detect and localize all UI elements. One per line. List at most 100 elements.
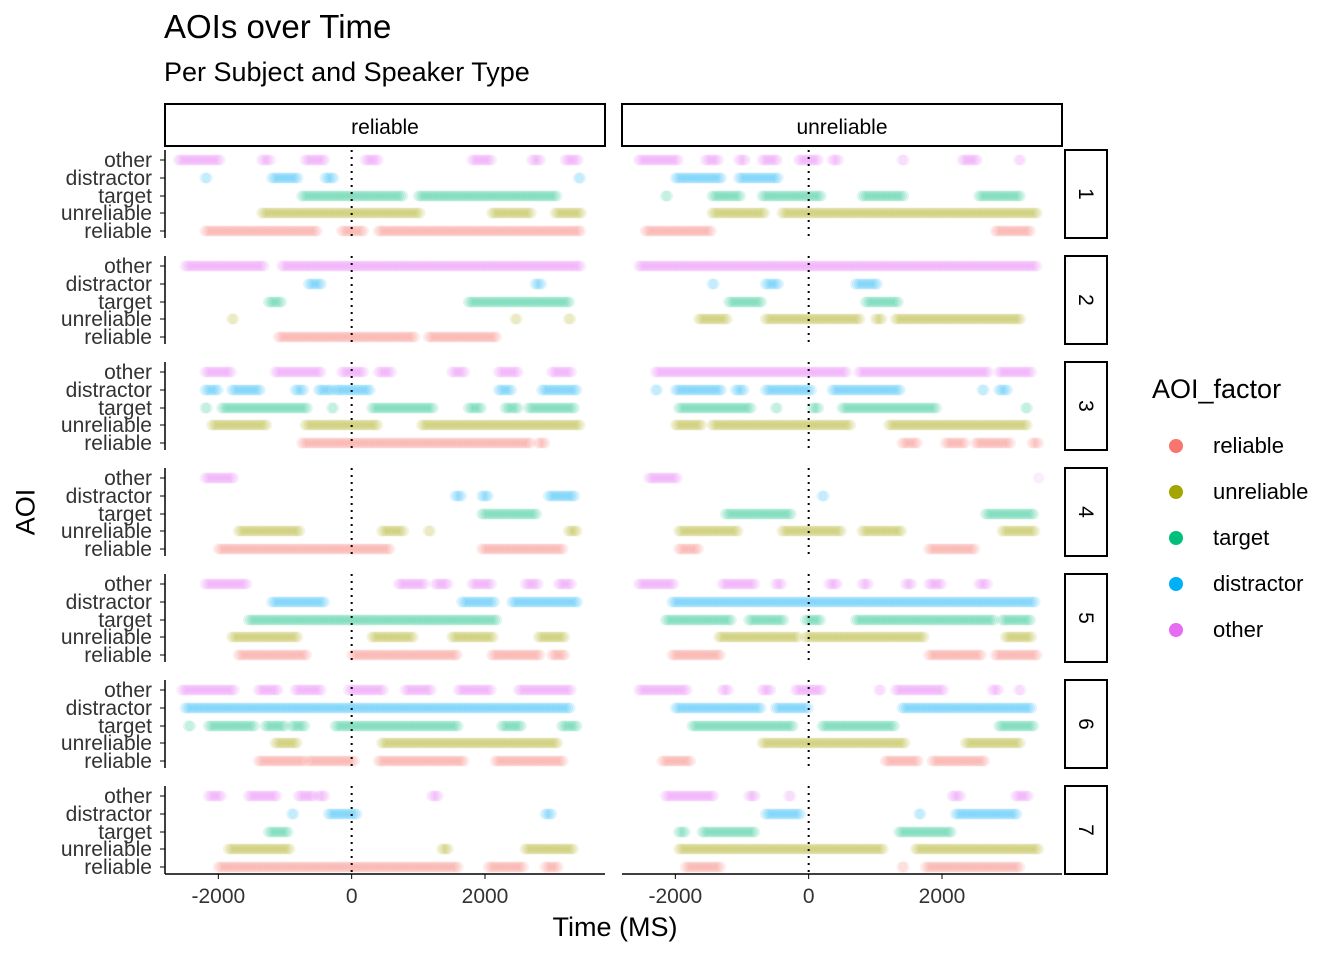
data-point-reliable — [400, 331, 412, 343]
data-point-distractor — [266, 172, 278, 184]
data-point-unreliable — [514, 207, 526, 219]
data-point-reliable — [308, 331, 320, 343]
data-point-reliable — [355, 225, 367, 237]
data-point-other — [199, 154, 211, 166]
data-point-other — [291, 366, 303, 378]
data-point-target — [745, 402, 757, 414]
data-point-other — [555, 260, 567, 272]
data-point-target — [302, 190, 314, 202]
data-point-other — [335, 260, 347, 272]
data-point-other — [287, 260, 299, 272]
data-point-other — [408, 260, 420, 272]
data-point-other — [386, 366, 398, 378]
data-point-target — [412, 190, 424, 202]
data-point-target — [526, 296, 538, 308]
data-point-other — [192, 260, 204, 272]
data-point-reliable — [360, 331, 372, 343]
data-point-target — [518, 190, 530, 202]
data-point-other — [377, 366, 389, 378]
data-point-other — [228, 684, 240, 696]
data-point-reliable — [465, 225, 477, 237]
data-point-other — [181, 260, 193, 272]
data-point-reliable — [551, 225, 563, 237]
data-point-unreliable — [385, 207, 397, 219]
data-point-unreliable — [407, 631, 419, 643]
data-point-distractor — [288, 172, 300, 184]
data-point-other — [530, 154, 542, 166]
data-point-other — [258, 260, 270, 272]
data-point-other — [483, 154, 495, 166]
data-point-reliable — [375, 225, 387, 237]
data-point-target — [513, 296, 525, 308]
data-point-target — [201, 402, 213, 414]
data-point-target — [340, 190, 352, 202]
data-point-other — [1026, 366, 1038, 378]
data-point-other — [289, 366, 301, 378]
data-point-other — [403, 260, 415, 272]
data-point-other — [359, 260, 371, 272]
points-layer — [172, 154, 1045, 873]
data-point-target — [520, 296, 532, 308]
data-point-other — [278, 366, 290, 378]
data-point-distractor — [288, 808, 300, 820]
data-point-other — [906, 578, 918, 590]
data-point-target — [785, 508, 797, 520]
data-point-target — [390, 190, 402, 202]
data-point-target — [493, 296, 505, 308]
data-point-other — [449, 260, 461, 272]
data-point-distractor — [772, 172, 784, 184]
data-point-other — [425, 684, 437, 696]
data-point-other — [208, 154, 220, 166]
data-point-target — [778, 614, 790, 626]
data-point-unreliable — [571, 207, 583, 219]
data-point-reliable — [476, 225, 488, 237]
data-point-target — [515, 296, 527, 308]
data-point-target — [463, 190, 475, 202]
data-point-unreliable — [876, 313, 888, 325]
data-point-other — [492, 366, 504, 378]
data-point-distractor — [274, 172, 286, 184]
data-point-unreliable — [297, 207, 309, 219]
data-point-target — [456, 190, 468, 202]
data-point-other — [214, 366, 226, 378]
data-point-target — [273, 296, 285, 308]
data-point-target — [505, 190, 517, 202]
data-point-reliable — [471, 225, 483, 237]
data-point-target — [326, 190, 338, 202]
data-point-reliable — [208, 225, 220, 237]
data-point-other — [194, 260, 206, 272]
data-point-other — [875, 684, 887, 696]
data-point-other — [372, 154, 384, 166]
data-point-reliable — [544, 225, 556, 237]
data-point-reliable — [462, 331, 474, 343]
data-point-target — [421, 190, 433, 202]
data-point-unreliable — [501, 207, 513, 219]
data-point-reliable — [274, 225, 286, 237]
data-point-reliable — [705, 225, 717, 237]
data-point-other — [216, 260, 228, 272]
data-point-reliable — [310, 331, 322, 343]
data-point-other — [438, 260, 450, 272]
data-point-target — [544, 190, 556, 202]
data-point-distractor — [482, 490, 494, 502]
data-point-distractor — [323, 172, 335, 184]
data-point-reliable — [265, 225, 277, 237]
data-point-distractor — [302, 278, 314, 290]
data-point-target — [329, 190, 341, 202]
data-point-other — [518, 260, 530, 272]
data-point-unreliable — [337, 207, 349, 219]
data-point-distractor — [489, 596, 501, 608]
data-point-other — [315, 260, 327, 272]
data-point-other — [223, 260, 235, 272]
data-point-reliable — [393, 331, 405, 343]
data-point-other — [405, 260, 417, 272]
data-point-target — [476, 190, 488, 202]
data-point-unreliable — [1031, 207, 1043, 219]
data-point-other — [672, 154, 684, 166]
data-point-target — [467, 296, 479, 308]
data-point-other — [260, 154, 272, 166]
data-point-other — [331, 260, 343, 272]
data-point-target — [315, 190, 327, 202]
data-point-other — [471, 260, 483, 272]
data-point-reliable — [559, 225, 571, 237]
